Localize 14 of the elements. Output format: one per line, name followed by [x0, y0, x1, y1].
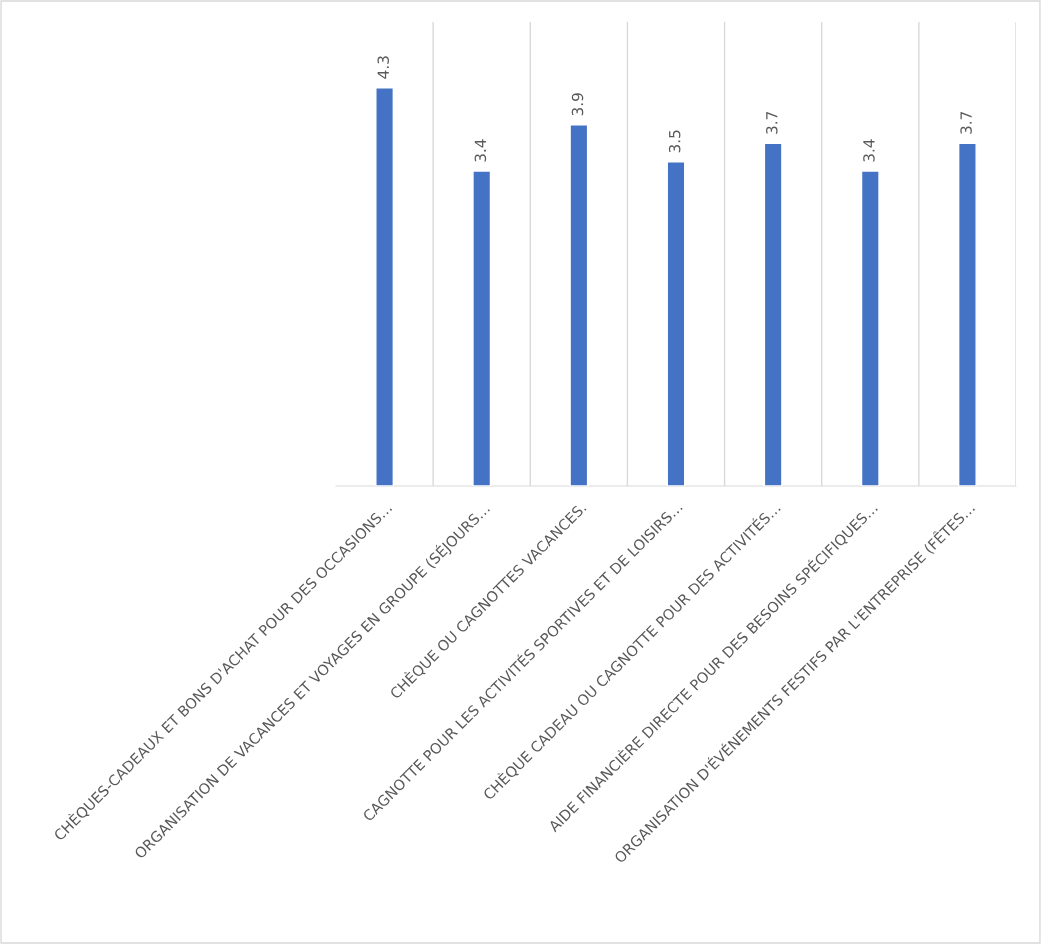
- bar: [472, 170, 492, 486]
- bar: [375, 87, 395, 486]
- data-label: 3.9: [571, 93, 584, 116]
- data-label: 3.5: [668, 130, 681, 153]
- data-label: 3.7: [960, 111, 972, 134]
- bar: [569, 124, 589, 486]
- bar: [957, 142, 977, 486]
- data-label: 3.4: [474, 139, 487, 162]
- bar: [860, 170, 880, 486]
- data-label: 3.7: [766, 111, 778, 134]
- bar: [666, 161, 686, 486]
- data-label: 4.3: [377, 56, 389, 79]
- bar: [763, 142, 783, 486]
- data-label: 3.4: [863, 139, 875, 162]
